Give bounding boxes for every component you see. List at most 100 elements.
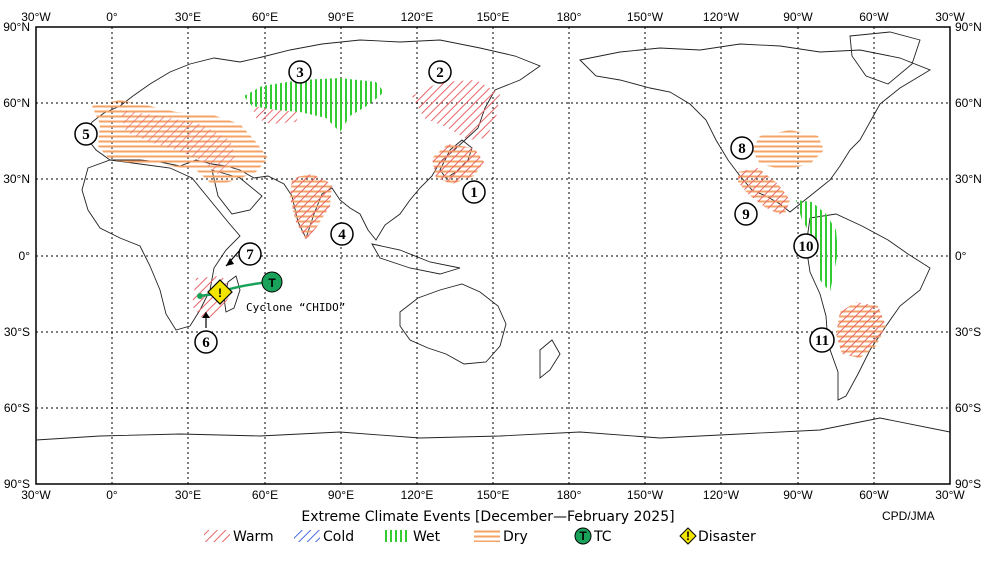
- svg-text:2: 2: [436, 65, 444, 81]
- lat-label: 60°S: [955, 401, 981, 415]
- lon-label: 30°E: [175, 488, 201, 502]
- antarctica-outline: [36, 417, 950, 441]
- legend-item-warm: Warm: [204, 529, 274, 545]
- cyclone-name: Cyclone “CHIDO”: [246, 301, 345, 314]
- lat-label: 90°N: [955, 20, 982, 34]
- tc-icon: [261, 271, 283, 293]
- lat-label: 90°S: [4, 477, 30, 491]
- north-america-outline: [579, 43, 932, 213]
- lon-label: 30°W: [21, 10, 51, 24]
- svg-text:11: 11: [815, 333, 829, 349]
- region-3-wet: [244, 78, 384, 132]
- svg-text:T: T: [268, 276, 276, 290]
- event-marker-11: 11: [809, 327, 835, 353]
- lon-label: 30°W: [21, 488, 51, 502]
- event-marker-2: 2: [428, 60, 452, 84]
- event-marker-6: 6: [194, 330, 218, 354]
- lon-label: 150°W: [627, 488, 664, 502]
- lat-label: 0°: [955, 249, 967, 263]
- svg-text:TC: TC: [593, 529, 612, 545]
- lon-label: 30°W: [935, 10, 965, 24]
- lon-label: 90°E: [328, 488, 354, 502]
- legend-item-wet: Wet: [384, 529, 441, 545]
- lon-label: 90°E: [328, 10, 354, 24]
- svg-text:Warm: Warm: [233, 529, 274, 545]
- event-marker-5: 5: [74, 122, 98, 146]
- svg-text:7: 7: [246, 247, 254, 263]
- svg-text:8: 8: [738, 141, 746, 157]
- svg-text:T: T: [579, 529, 587, 543]
- event-marker-7: 7: [238, 242, 262, 266]
- lat-label: 30°N: [955, 172, 982, 186]
- lon-label: 60°W: [859, 488, 889, 502]
- region-4-warm: [290, 174, 332, 240]
- lon-label: 30°E: [175, 10, 201, 24]
- lat-labels-right: 90°N 60°N 30°N 0° 30°S 60°S 90°S: [955, 20, 982, 491]
- region-9-warm: [738, 168, 790, 216]
- greenland-outline: [849, 31, 921, 85]
- svg-text:!: !: [218, 286, 222, 300]
- lon-label: 30°W: [935, 488, 965, 502]
- legend-item-cold: Cold: [294, 529, 354, 545]
- disaster-icon: [207, 279, 233, 305]
- svg-text:9: 9: [742, 207, 750, 223]
- region-2-warm: [412, 80, 500, 140]
- event-marker-9: 9: [734, 202, 758, 226]
- event-markers: 1 2 3 4 5 6 7 8 9 10 11: [74, 60, 835, 354]
- map-credit: CPD/JMA: [882, 509, 935, 523]
- australia-outline: [399, 283, 507, 365]
- legend-item-dry: Dry: [474, 529, 528, 545]
- svg-text:Cold: Cold: [323, 529, 354, 545]
- lat-label: 90°S: [955, 477, 981, 491]
- lat-label: 30°S: [4, 325, 30, 339]
- lon-labels-top: 30°W 0° 30°E 60°E 90°E 120°E 150°E 180° …: [21, 10, 965, 24]
- lon-label: 180°: [557, 488, 582, 502]
- tc-icon: [574, 527, 592, 545]
- anomaly-regions: [92, 78, 886, 358]
- lon-labels-bottom: 30°W 0° 30°E 60°E 90°E 120°E 150°E 180° …: [21, 488, 965, 502]
- region-11-warm: [836, 302, 886, 358]
- lat-label: 60°S: [4, 401, 30, 415]
- event-marker-3: 3: [288, 60, 312, 84]
- new-zealand-outline: [539, 339, 561, 379]
- south-america-outline: [805, 213, 931, 401]
- lat-label: 60°N: [955, 96, 982, 110]
- lon-label: 0°: [106, 488, 118, 502]
- lat-label: 60°N: [3, 96, 30, 110]
- event-marker-10: 10: [793, 233, 819, 259]
- region-8-dry: [752, 130, 824, 170]
- svg-text:Dry: Dry: [503, 529, 528, 545]
- legend-item-disaster: ! Disaster: [679, 527, 756, 545]
- lat-label: 30°S: [955, 325, 981, 339]
- legend-item-tc: T TC: [574, 527, 612, 545]
- tc-symbol: T: [261, 271, 283, 293]
- svg-text:!: !: [686, 529, 690, 543]
- indonesia-outline: [371, 243, 461, 275]
- disaster-icon: [679, 527, 697, 545]
- lat-label: 0°: [19, 249, 31, 263]
- lon-label: 60°E: [252, 10, 278, 24]
- svg-text:Wet: Wet: [413, 529, 441, 545]
- lat-label: 30°N: [3, 172, 30, 186]
- disaster-symbol: !: [207, 279, 233, 305]
- lon-label: 90°W: [783, 10, 813, 24]
- lon-label: 180°: [557, 10, 582, 24]
- lon-label: 60°E: [252, 488, 278, 502]
- lon-label: 150°E: [477, 488, 510, 502]
- event-marker-1: 1: [462, 180, 486, 204]
- lon-label: 60°W: [859, 10, 889, 24]
- svg-text:5: 5: [82, 127, 90, 143]
- event-marker-4: 4: [330, 222, 354, 246]
- lon-label: 150°E: [477, 10, 510, 24]
- lat-label: 90°N: [3, 20, 30, 34]
- lon-label: 90°W: [783, 488, 813, 502]
- region-1-warm: [432, 144, 484, 184]
- region-5-warm: [120, 110, 236, 176]
- svg-text:Disaster: Disaster: [698, 529, 756, 545]
- lon-label: 150°W: [627, 10, 664, 24]
- lon-label: 120°W: [703, 488, 740, 502]
- svg-text:4: 4: [338, 227, 346, 243]
- map-title: Extreme Climate Events [December—Februar…: [301, 509, 674, 525]
- lon-label: 120°E: [401, 10, 434, 24]
